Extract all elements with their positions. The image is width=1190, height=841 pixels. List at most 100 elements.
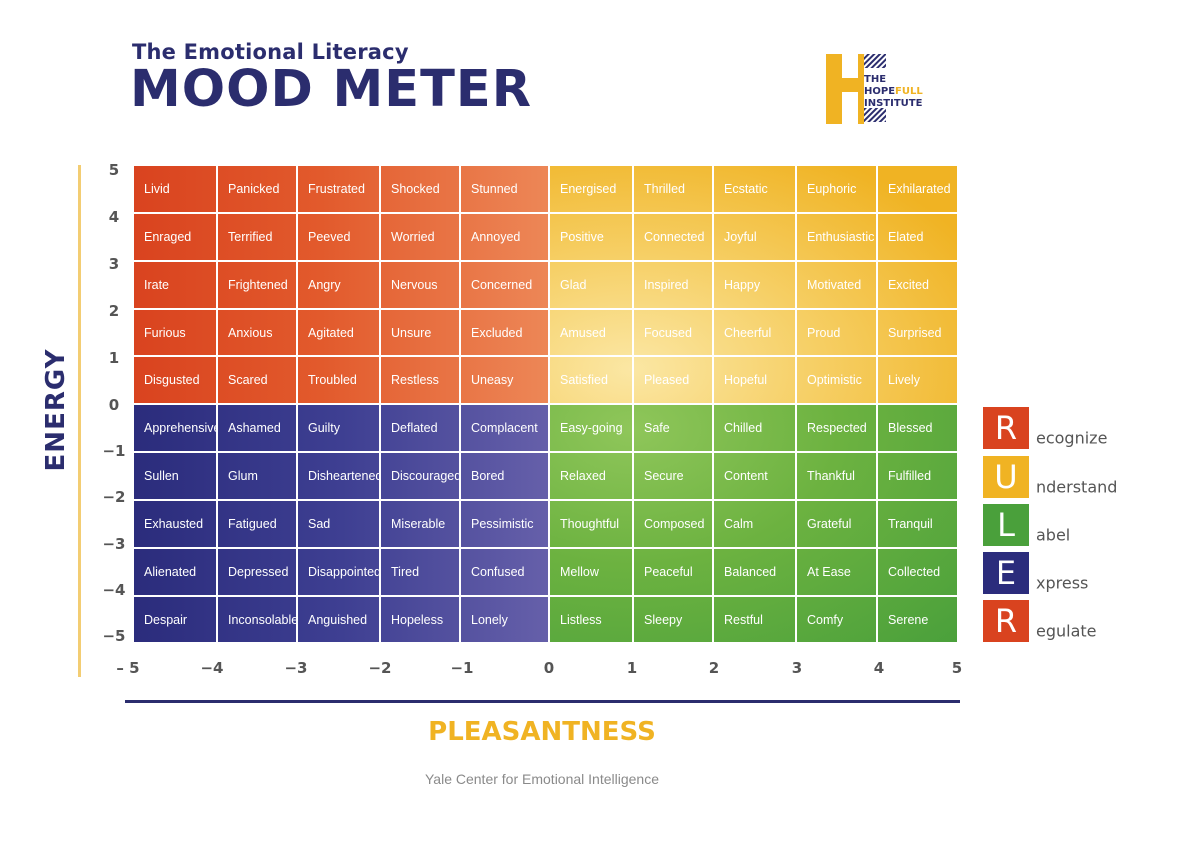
mood-cell: Irate xyxy=(134,262,218,310)
mood-cell: Miserable xyxy=(381,501,461,549)
mood-cell: Apprehensive xyxy=(134,405,218,453)
mood-cell: Inconsolable xyxy=(218,597,298,644)
mood-cell: Agitated xyxy=(298,310,381,357)
ruler-word-rest: egulate xyxy=(1036,621,1097,641)
mood-cell: Mellow xyxy=(550,549,634,597)
mood-cell: Energised xyxy=(550,166,634,214)
mood-cell: Unsure xyxy=(381,310,461,357)
mood-cell: Uneasy xyxy=(461,357,550,405)
x-tick-label: 0 xyxy=(543,659,555,677)
mood-cell: Complacent xyxy=(461,405,550,453)
mood-cell: Serene xyxy=(878,597,959,644)
logo-line-1: THE xyxy=(864,74,887,85)
mood-cell: Motivated xyxy=(797,262,878,310)
mood-cell: Nervous xyxy=(381,262,461,310)
quadrant-green xyxy=(550,405,959,644)
logo-line-3: INSTITUTE xyxy=(864,98,923,109)
x-tick-label: −1 xyxy=(450,659,474,677)
x-tick-label: 2 xyxy=(708,659,720,677)
quadrant-yellow xyxy=(550,166,959,405)
mood-cell: Bored xyxy=(461,453,550,501)
mood-cell: Composed xyxy=(634,501,714,549)
quadrant-red xyxy=(134,166,550,405)
mood-cell: Annoyed xyxy=(461,214,550,262)
mood-cell: Secure xyxy=(634,453,714,501)
y-tick-label: 4 xyxy=(108,208,120,226)
hopefull-institute-logo xyxy=(826,54,886,124)
mood-cell: Peeved xyxy=(298,214,381,262)
logo-hope: HOPE xyxy=(864,86,896,97)
mood-cell: Anxious xyxy=(218,310,298,357)
y-tick-label: −1 xyxy=(102,442,126,460)
mood-cell: Exhausted xyxy=(134,501,218,549)
mood-cell: Pleased xyxy=(634,357,714,405)
mood-cell: Ecstatic xyxy=(714,166,797,214)
mood-grid: Livid Panicked Frustrated Shocked Stunned Ene… xyxy=(134,166,959,644)
mood-cell: Fatigued xyxy=(218,501,298,549)
mood-cell: Grateful xyxy=(797,501,878,549)
x-tick-label: – 5 xyxy=(116,659,140,677)
mood-cell: Chilled xyxy=(714,405,797,453)
mood-cell: Hopeful xyxy=(714,357,797,405)
y-tick-label: 1 xyxy=(108,349,120,367)
mood-cell: Shocked xyxy=(381,166,461,214)
mood-cell: Angry xyxy=(298,262,381,310)
mood-cell: Frightened xyxy=(218,262,298,310)
mood-cell: Glum xyxy=(218,453,298,501)
mood-cell: Surprised xyxy=(878,310,959,357)
mood-cell: Furious xyxy=(134,310,218,357)
mood-cell: Balanced xyxy=(714,549,797,597)
source-credit: Yale Center for Emotional Intelligence xyxy=(425,771,659,787)
mood-cell: Discouraged xyxy=(381,453,461,501)
mood-cell: Deflated xyxy=(381,405,461,453)
mood-cell: Confused xyxy=(461,549,550,597)
mood-cell: Satisfied xyxy=(550,357,634,405)
y-tick-label: −3 xyxy=(102,535,126,553)
y-tick-label: −2 xyxy=(102,488,126,506)
mood-cell: Amused xyxy=(550,310,634,357)
mood-cell: Concerned xyxy=(461,262,550,310)
y-tick-label: 0 xyxy=(108,396,120,414)
mood-cell: Disgusted xyxy=(134,357,218,405)
mood-cell: Proud xyxy=(797,310,878,357)
mood-cell: Joyful xyxy=(714,214,797,262)
mood-cell: Thankful xyxy=(797,453,878,501)
x-tick-label: 3 xyxy=(791,659,803,677)
mood-cell: Connected xyxy=(634,214,714,262)
page-title: MOOD METER xyxy=(130,60,533,119)
ruler-letter: R xyxy=(983,600,1029,642)
ruler-letter: L xyxy=(983,504,1029,546)
logo-line-2: HOPEFULL xyxy=(864,86,923,98)
mood-cell: Blessed xyxy=(878,405,959,453)
mood-cell: Optimistic xyxy=(797,357,878,405)
mood-cell: Easy-going xyxy=(550,405,634,453)
mood-cell: Listless xyxy=(550,597,634,644)
ruler-word-rest: nderstand xyxy=(1036,477,1118,497)
mood-cell: Restless xyxy=(381,357,461,405)
mood-cell: Ashamed xyxy=(218,405,298,453)
mood-cell: Happy xyxy=(714,262,797,310)
x-tick-label: −3 xyxy=(284,659,308,677)
mood-cell: Scared xyxy=(218,357,298,405)
mood-cell: Terrified xyxy=(218,214,298,262)
mood-cell: At Ease xyxy=(797,549,878,597)
ruler-word-rest: ecognize xyxy=(1036,428,1108,448)
energy-axis-line xyxy=(78,165,81,677)
mood-cell: Elated xyxy=(878,214,959,262)
mood-cell: Frustrated xyxy=(298,166,381,214)
mood-cell: Calm xyxy=(714,501,797,549)
y-tick-label: −4 xyxy=(102,581,126,599)
mood-cell: Relaxed xyxy=(550,453,634,501)
mood-cell: Hopeless xyxy=(381,597,461,644)
mood-cell: Collected xyxy=(878,549,959,597)
mood-cell: Lonely xyxy=(461,597,550,644)
mood-cell: Alienated xyxy=(134,549,218,597)
mood-cell: Depressed xyxy=(218,549,298,597)
mood-cell: Disappointed xyxy=(298,549,381,597)
quadrant-blue xyxy=(134,405,550,644)
mood-cell: Pessimistic xyxy=(461,501,550,549)
mood-cell: Sad xyxy=(298,501,381,549)
mood-cell: Peaceful xyxy=(634,549,714,597)
x-tick-label: −2 xyxy=(368,659,392,677)
energy-axis-label: ENERGY xyxy=(41,348,71,472)
